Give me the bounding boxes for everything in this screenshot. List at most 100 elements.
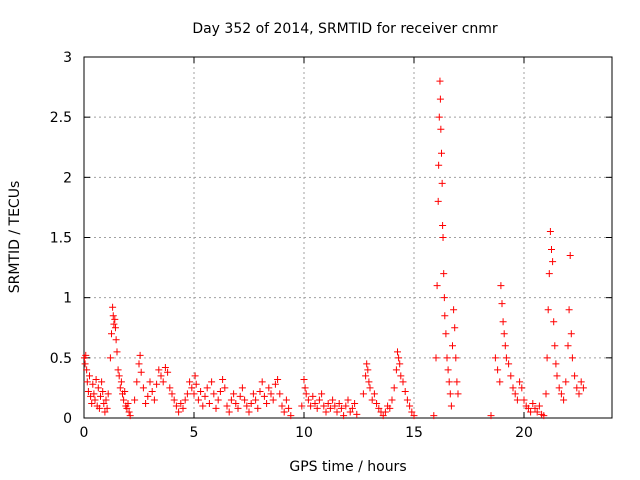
grid	[84, 57, 612, 418]
data-point	[111, 324, 119, 332]
data-point	[436, 95, 444, 103]
data-point	[434, 197, 442, 205]
data-point	[322, 408, 330, 416]
data-point	[225, 408, 233, 416]
data-point	[301, 384, 309, 392]
data-point	[390, 384, 398, 392]
data-point	[381, 408, 389, 416]
data-point	[108, 330, 115, 338]
data-point	[557, 390, 565, 398]
data-point	[190, 390, 198, 398]
data-point	[520, 396, 528, 404]
data-point	[498, 300, 506, 308]
data-point	[258, 378, 266, 386]
data-point	[274, 375, 282, 383]
data-point	[451, 324, 459, 332]
data-point	[100, 400, 108, 408]
data-point	[83, 366, 91, 374]
data-point	[256, 388, 264, 396]
data-point	[247, 400, 255, 408]
data-point	[113, 348, 121, 356]
data-point	[401, 388, 409, 396]
data-point	[164, 368, 172, 376]
data-point	[278, 402, 286, 410]
data-point	[131, 396, 139, 404]
data-point	[395, 354, 403, 362]
data-point	[351, 400, 359, 408]
data-point	[502, 354, 510, 362]
data-point	[245, 408, 253, 416]
data-point	[227, 396, 235, 404]
x-tick-label: 5	[190, 425, 199, 441]
y-tick-label: 2	[63, 170, 72, 186]
data-point	[577, 378, 585, 386]
data-point	[201, 392, 209, 400]
data-point	[535, 402, 543, 410]
data-point	[232, 400, 240, 408]
data-point	[269, 396, 277, 404]
data-point	[254, 404, 262, 412]
y-tick-label: 1.5	[50, 231, 72, 247]
data-point	[249, 390, 257, 398]
data-point	[315, 396, 323, 404]
data-point	[553, 372, 561, 380]
data-point	[203, 384, 211, 392]
data-point	[116, 384, 124, 392]
data-point	[136, 351, 144, 359]
data-point	[487, 412, 495, 420]
data-point	[513, 396, 521, 404]
data-point	[507, 372, 515, 380]
data-point	[439, 221, 447, 229]
data-point	[106, 354, 114, 362]
data-point	[375, 404, 383, 412]
data-point	[280, 408, 288, 416]
data-point	[406, 402, 414, 410]
data-point	[446, 390, 454, 398]
data-point	[430, 412, 438, 420]
data-point	[435, 113, 443, 121]
data-point	[548, 246, 555, 254]
data-point	[159, 378, 167, 386]
data-point	[436, 77, 444, 85]
data-point	[342, 402, 350, 410]
data-point	[208, 378, 216, 386]
data-point	[210, 390, 218, 398]
data-point	[533, 408, 541, 416]
data-point	[135, 360, 143, 368]
data-point	[124, 400, 132, 408]
data-point	[285, 404, 293, 412]
data-point	[575, 390, 583, 398]
data-point	[99, 388, 107, 396]
data-point	[109, 303, 117, 311]
data-point	[329, 396, 337, 404]
data-point	[499, 318, 507, 326]
x-axis-label: GPS time / hours	[289, 459, 406, 475]
data-point	[311, 400, 319, 408]
data-point	[440, 294, 448, 302]
data-point	[394, 348, 401, 356]
data-point	[104, 390, 112, 398]
data-point	[543, 354, 551, 362]
data-point	[567, 330, 575, 338]
data-point	[344, 396, 352, 404]
data-point	[304, 396, 312, 404]
data-point	[555, 384, 563, 392]
data-point	[549, 258, 557, 266]
data-point	[161, 363, 169, 371]
data-point	[544, 306, 552, 314]
data-point	[150, 396, 158, 404]
data-point	[191, 372, 199, 380]
data-point	[142, 400, 150, 408]
data-point	[287, 412, 295, 420]
data-point	[179, 404, 187, 412]
data-point	[386, 404, 394, 412]
data-point	[439, 234, 447, 241]
data-point	[117, 378, 125, 386]
data-point	[324, 400, 332, 408]
data-point	[550, 318, 558, 326]
data-point	[192, 380, 200, 388]
data-point	[175, 408, 183, 416]
data-point	[126, 412, 134, 420]
data-point	[82, 351, 90, 359]
data-point	[153, 380, 161, 388]
